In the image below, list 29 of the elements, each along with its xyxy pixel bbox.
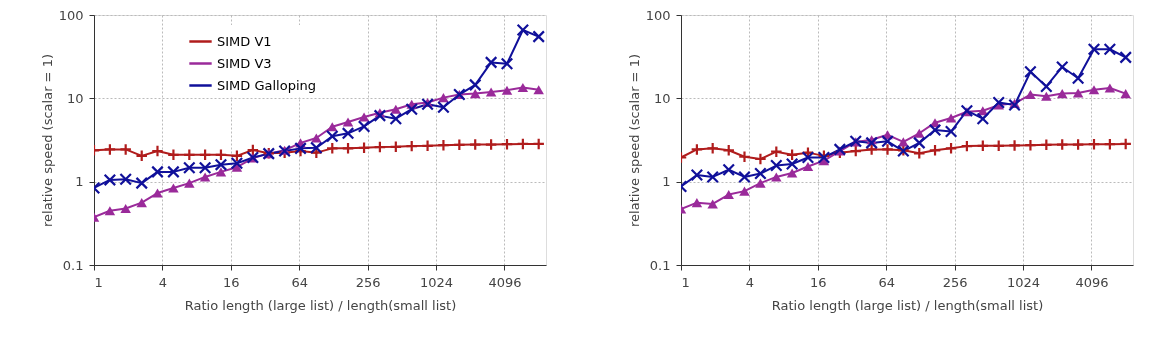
x-axis-title: Ratio length (large list) / length(small list): [771, 297, 1044, 313]
y-tick-label: 100: [58, 7, 84, 23]
x-tick-label: 4096: [1075, 274, 1109, 290]
x-tick-label: 4: [158, 274, 168, 290]
x-tick-label: 1024: [1007, 274, 1041, 290]
y-tick-label: 100: [645, 7, 671, 23]
x-tick-label: 1: [681, 274, 690, 290]
x-tick-label: 64: [878, 274, 896, 290]
y-axis-title: relative speed (scalar = 1): [626, 54, 642, 227]
x-tick-label: 256: [355, 274, 381, 290]
y-tick-label: 0.1: [649, 257, 671, 273]
legend-label: SIMD V3: [217, 55, 272, 71]
y-axis-title: relative speed (scalar = 1): [39, 54, 55, 227]
x-tick-label: 4096: [488, 274, 522, 290]
y-tick-label: 1: [662, 174, 671, 190]
x-tick-label: 16: [223, 274, 240, 290]
y-tick-label: 10: [653, 90, 671, 106]
x-tick-label: 64: [291, 274, 309, 290]
y-tick-label: 0.1: [62, 257, 84, 273]
x-tick-label: 256: [942, 274, 968, 290]
legend-label: SIMD V1: [217, 33, 272, 49]
x-tick-label: 1: [94, 274, 103, 290]
y-tick-label: 1: [75, 174, 84, 190]
legend-label: SIMD Galloping: [217, 77, 317, 93]
x-tick-label: 1024: [420, 274, 454, 290]
y-tick-label: 10: [66, 90, 84, 106]
x-tick-label: 16: [810, 274, 827, 290]
x-axis-title: Ratio length (large list) / length(small list): [184, 297, 457, 313]
x-tick-label: 4: [745, 274, 755, 290]
